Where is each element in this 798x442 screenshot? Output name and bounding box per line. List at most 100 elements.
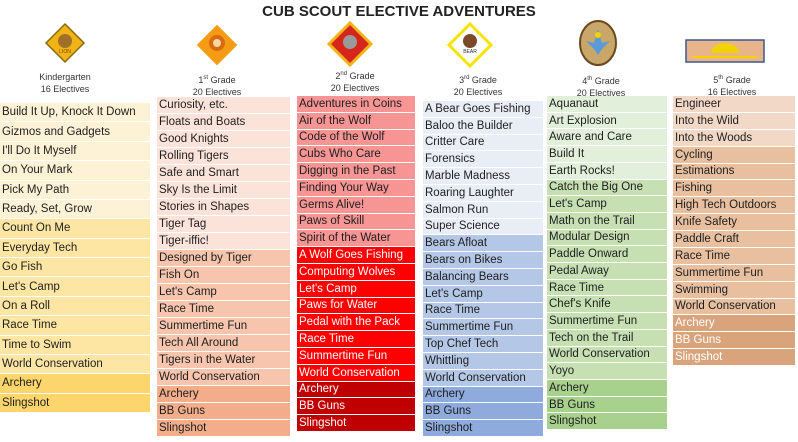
adventure-item: Floats and Boats <box>157 114 290 131</box>
adventure-item: Cycling <box>673 146 795 164</box>
webelos-badge-icon <box>579 20 617 66</box>
adventure-item: Archery <box>547 379 667 397</box>
adventure-item: Tigers in the Water <box>157 352 290 369</box>
adventure-item: Salmon Run <box>423 201 543 219</box>
adventure-item: Math on the Trail <box>547 212 667 230</box>
adventure-item: Bears Afloat <box>423 235 543 253</box>
adventure-item: Archery <box>297 381 415 399</box>
adventure-item: Marble Madness <box>423 168 543 185</box>
adventure-item: A Wolf Goes Fishing <box>297 247 415 264</box>
electives-count: 16 Electives <box>40 84 90 94</box>
adventure-item: Slingshot <box>547 413 667 431</box>
adventure-item: Adventures in Coins <box>297 96 415 113</box>
adventure-item: Tech on the Trail <box>547 329 667 347</box>
adventure-item: Race Time <box>673 247 795 265</box>
adventure-item: Pick My Path <box>0 180 150 200</box>
adventure-item: Slingshot <box>423 420 543 437</box>
grade-label: 3rd Grade <box>459 75 497 85</box>
adventure-item: Aware and Care <box>547 129 667 147</box>
adventure-item: Curiosity, etc. <box>157 97 290 114</box>
adventure-item: BB Guns <box>547 396 667 414</box>
adventure-item: Bears on Bikes <box>423 252 543 269</box>
adventure-item: Fish On <box>157 267 290 284</box>
column-1st-grade: Curiosity, etc. Floats and Boats Good Knig… <box>157 97 290 437</box>
bear-badge-icon: BEAR <box>447 22 493 68</box>
adventure-item: Swimming <box>673 281 795 299</box>
adventure-item: Stories in Shapes <box>157 199 290 216</box>
adventure-item: Paddle Onward <box>547 246 667 264</box>
adventure-item: Paws of Skill <box>297 213 415 231</box>
adventure-item: BB Guns <box>157 403 290 420</box>
adventure-item: Race Time <box>423 302 543 320</box>
adventure-item: Summertime Fun <box>423 319 543 337</box>
adventure-item: World Conservation <box>547 346 667 364</box>
adventure-item: High Tech Outdoors <box>673 197 795 215</box>
adventure-item: Catch the Big One <box>547 179 667 197</box>
electives-count: 16 Electives <box>707 87 757 97</box>
tiger-badge-icon <box>195 23 239 67</box>
adventure-item: Finding Your Way <box>297 179 415 197</box>
grade-label: Kindergarten <box>39 72 91 82</box>
adventure-item: Race Time <box>547 279 667 297</box>
arrow-of-light-badge-icon <box>685 39 765 63</box>
adventure-item: Slingshot <box>0 393 150 413</box>
adventure-item: Cubs Who Care <box>297 146 415 164</box>
electives-count: 20 Electives <box>192 87 242 97</box>
adventure-item: Archery <box>157 386 290 403</box>
adventure-item: Estimations <box>673 163 795 181</box>
adventure-item: Sky Is the Limit <box>157 182 290 199</box>
adventure-item: BB Guns <box>423 403 543 421</box>
adventure-item: Let's Camp <box>157 284 290 301</box>
electives-count: 20 Electives <box>453 87 503 97</box>
adventure-item: Ready, Set, Grow <box>0 199 150 220</box>
adventure-item: Pedal with the Pack <box>297 314 415 332</box>
adventure-item: Slingshot <box>297 415 415 432</box>
adventure-item: Engineer <box>673 96 795 113</box>
adventure-item: Aquanaut <box>547 96 667 113</box>
adventure-item: World Conservation <box>297 364 415 382</box>
adventure-item: Race Time <box>297 331 415 348</box>
grade-header-1st: 1st Grade 20 Electives <box>172 72 262 98</box>
adventure-item: Balancing Bears <box>423 268 543 286</box>
adventure-item: Let's Camp <box>547 196 667 213</box>
adventure-item: Summertime Fun <box>673 264 795 282</box>
adventure-item: Knife Safety <box>673 214 795 231</box>
adventure-item: Tiger Tag <box>157 216 290 233</box>
adventure-item: Slingshot <box>673 349 795 366</box>
adventure-item: Yoyo <box>547 363 667 380</box>
adventure-item: World Conservation <box>673 298 795 316</box>
adventure-item: Chef's Knife <box>547 296 667 314</box>
svg-text:LION: LION <box>59 49 71 55</box>
adventure-item: World Conservation <box>423 369 543 387</box>
adventure-item: Go Fish <box>0 258 150 278</box>
adventure-item: Paws for Water <box>297 297 415 315</box>
adventure-item: Archery <box>423 386 543 404</box>
adventure-item: Build It <box>547 146 667 163</box>
adventure-item: Digging in the Past <box>297 163 415 180</box>
electives-count: 20 Electives <box>576 88 626 98</box>
adventure-item: Gizmos and Gadgets <box>0 122 150 142</box>
adventure-item: Whittling <box>423 352 543 370</box>
column-3rd-grade: A Bear Goes Fishing Baloo the Builder Crit… <box>423 101 543 437</box>
adventure-item: Into the Woods <box>673 129 795 147</box>
adventure-item: Good Knights <box>157 131 290 148</box>
adventure-item: Spirit of the Water <box>297 230 415 248</box>
column-kindergarten: Build It Up, Knock It Down Gizmos and Gad… <box>0 103 150 413</box>
grade-label: 5th Grade <box>713 75 751 85</box>
adventure-item: World Conservation <box>0 354 150 375</box>
adventure-item: Critter Care <box>423 134 543 152</box>
grade-label: 4th Grade <box>582 76 620 86</box>
svg-text:BEAR: BEAR <box>463 49 477 55</box>
adventure-item: Let's Camp <box>0 277 150 297</box>
adventure-item: Build It Up, Knock It Down <box>0 103 150 123</box>
column-5th-grade: Engineer Into the Wild Into the Woods Cycli… <box>673 96 795 366</box>
adventure-item: Summertime Fun <box>157 318 290 335</box>
grade-label: 2nd Grade <box>335 71 375 81</box>
adventure-item: Designed by Tiger <box>157 250 290 267</box>
adventure-item: Earth Rocks! <box>547 162 667 180</box>
grade-header-4th: 4th Grade 20 Electives <box>556 73 646 99</box>
adventure-item: On Your Mark <box>0 161 150 181</box>
adventure-item: Let's Camp <box>297 280 415 298</box>
adventure-item: Germs Alive! <box>297 196 415 214</box>
